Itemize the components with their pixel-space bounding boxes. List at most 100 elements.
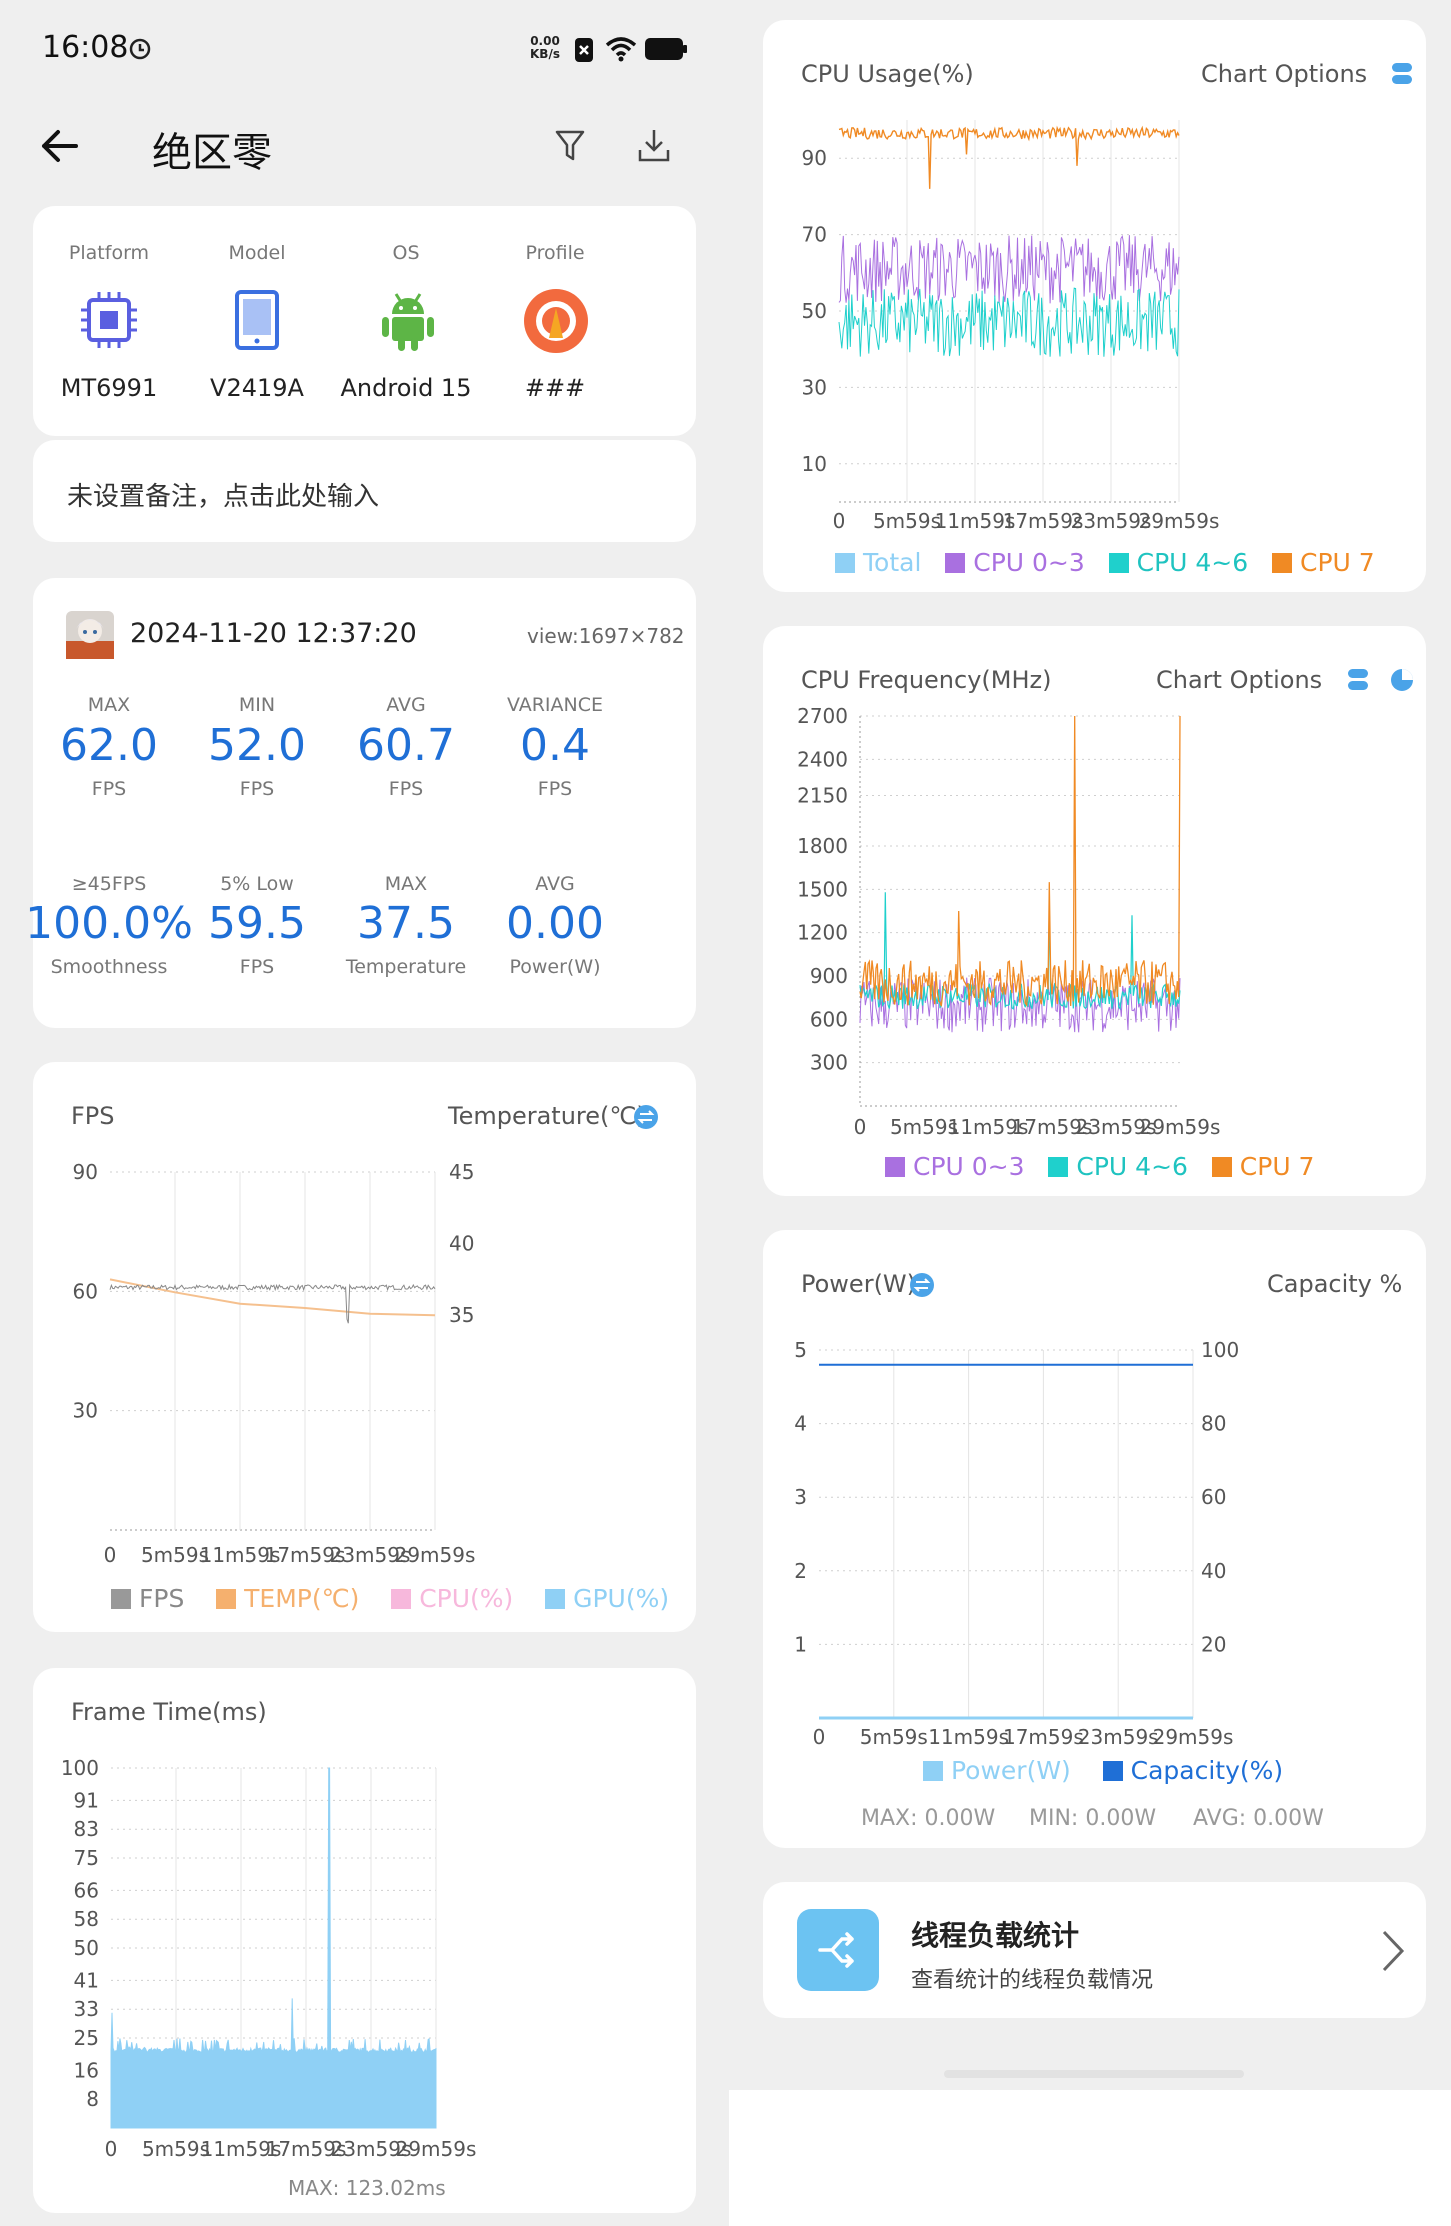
ft-y-tick: 83 xyxy=(74,1817,99,1841)
cpu03-series-line xyxy=(838,234,1180,304)
ft-x-tick: 5m59s xyxy=(142,2137,210,2161)
stat-avg-unit: FPS xyxy=(388,778,424,800)
chart-options-icon[interactable] xyxy=(1391,62,1413,86)
stat-variance-value: 0.4 xyxy=(520,720,590,771)
shuffle-icon xyxy=(818,1932,854,1968)
cpu-freq-card: CPU Frequency(MHz) Chart Options 2700 240… xyxy=(763,626,1426,1196)
cpuf-y-tick: 1200 xyxy=(797,921,848,945)
capacity-y-tick: 20 xyxy=(1201,1632,1226,1656)
legend-total[interactable]: Total xyxy=(835,548,921,577)
status-time: 16:08 xyxy=(42,30,129,65)
back-arrow-icon[interactable] xyxy=(40,128,80,164)
power-avg: AVG: 0.00W xyxy=(1193,1806,1324,1831)
model-value: V2419A xyxy=(210,374,304,402)
fps-series-line xyxy=(109,1283,436,1324)
cpuf-x-tick: 29m59s xyxy=(1140,1115,1221,1139)
stat-max-unit: FPS xyxy=(91,778,127,800)
thread-load-subtitle: 查看统计的线程负载情况 xyxy=(911,1968,1154,1993)
swap-axis-icon[interactable] xyxy=(909,1272,935,1298)
frametime-max: MAX: 123.02ms xyxy=(288,2176,446,2200)
capacity-y-tick: 40 xyxy=(1201,1559,1226,1583)
game-avatar-icon xyxy=(66,611,114,659)
cpuf-y-tick: 1800 xyxy=(797,834,848,858)
legend-cpu46[interactable]: CPU 4~6 xyxy=(1108,548,1248,577)
chart-options-icon[interactable] xyxy=(1347,668,1369,692)
pw-x-tick: 29m59s xyxy=(1153,1725,1234,1749)
stat-power-label: AVG xyxy=(535,873,575,895)
legend-freq-cpu03[interactable]: CPU 0~3 xyxy=(885,1152,1025,1181)
pw-x-tick: 5m59s xyxy=(860,1725,928,1749)
legend-gpu-label: GPU(%) xyxy=(573,1584,670,1613)
cpuu-x-tick: 11m59s xyxy=(935,509,1016,533)
legend-freq-cpu7[interactable]: CPU 7 xyxy=(1211,1152,1314,1181)
cpuu-y-tick: 70 xyxy=(802,223,827,247)
fps-y-tick: 90 xyxy=(73,1160,98,1184)
capacity-y-tick: 100 xyxy=(1201,1338,1239,1362)
cpuf-y-tick: 600 xyxy=(810,1007,848,1031)
pw-y-tick: 4 xyxy=(794,1412,807,1436)
ft-y-tick: 33 xyxy=(74,1997,99,2021)
page-title: 绝区零 xyxy=(152,130,272,176)
legend-capacity[interactable]: Capacity(%) xyxy=(1102,1756,1284,1785)
pw-x-tick: 11m59s xyxy=(928,1725,1009,1749)
cpuf-y-tick: 2400 xyxy=(797,747,848,771)
temp-axis-title: Temperature(℃) xyxy=(448,1102,646,1130)
legend-capacity-label: Capacity(%) xyxy=(1130,1756,1284,1785)
filter-icon[interactable] xyxy=(555,130,585,162)
temp-y-tick: 40 xyxy=(449,1232,474,1256)
freq-cpu7-series-line xyxy=(859,715,1181,1008)
legend-gpu[interactable]: GPU(%) xyxy=(545,1584,669,1613)
note-card[interactable]: 未设置备注，点击此处输入 xyxy=(33,440,696,542)
pie-chart-icon[interactable] xyxy=(1390,668,1414,692)
fps-legend: FPS TEMP(℃) CPU(%) GPU(%) xyxy=(111,1584,669,1613)
frametime-chart-plot: 100 91 83 75 66 58 50 41 33 25 16 8 0 5m59s11m59s17m5… xyxy=(61,1756,477,2161)
profile-value: ### xyxy=(524,374,586,402)
note-input[interactable]: 未设置备注，点击此处输入 xyxy=(67,482,380,512)
capacity-y-tick: 60 xyxy=(1201,1485,1226,1509)
frametime-chart-card: Frame Time(ms) 100 91 83 75 66 58 50 41 33 25 16 8 0… xyxy=(33,1668,696,2213)
cpu-usage-options[interactable]: Chart Options xyxy=(1201,60,1368,88)
fps-x-tick: 5m59s xyxy=(141,1543,209,1567)
legend-cpu[interactable]: CPU(%) xyxy=(391,1584,513,1613)
cpuu-x-tick: 0 xyxy=(833,509,846,533)
stat-power-value: 0.00 xyxy=(506,898,604,949)
cpuu-y-tick: 10 xyxy=(802,452,827,476)
pw-x-tick: 17m59s xyxy=(1003,1725,1084,1749)
phone-icon xyxy=(235,290,279,350)
ft-y-tick: 8 xyxy=(86,2087,99,2111)
cpuu-x-tick: 17m59s xyxy=(1003,509,1084,533)
legend-temp[interactable]: TEMP(℃) xyxy=(216,1584,359,1613)
stat-min-label: MIN xyxy=(238,694,276,716)
net-speed-value: 0.00 xyxy=(530,34,560,48)
home-indicator[interactable] xyxy=(944,2070,1244,2078)
swap-axis-icon[interactable] xyxy=(633,1104,659,1130)
fps-x-tick: 29m59s xyxy=(395,1543,476,1567)
thread-load-card[interactable]: 线程负载统计 查看统计的线程负载情况 xyxy=(763,1882,1426,2018)
legend-cpu03[interactable]: CPU 0~3 xyxy=(945,548,1085,577)
ft-y-tick: 100 xyxy=(61,1756,99,1780)
chevron-right-icon[interactable] xyxy=(1380,1928,1406,1974)
pw-y-tick: 5 xyxy=(794,1338,807,1362)
legend-cpu7[interactable]: CPU 7 xyxy=(1272,548,1375,577)
notification-icon xyxy=(575,38,593,62)
ft-x-tick: 17m59s xyxy=(266,2137,347,2161)
cpu-freq-options[interactable]: Chart Options xyxy=(1156,666,1323,694)
legend-cpu03-label: CPU 0~3 xyxy=(973,548,1085,577)
cpu-usage-card: CPU Usage(%) Chart Options 90 70 50 30 10 0 5m… xyxy=(763,20,1426,592)
legend-fps[interactable]: FPS xyxy=(111,1584,184,1613)
legend-power-label: Power(W) xyxy=(951,1756,1071,1785)
cpuf-y-tick: 2700 xyxy=(797,704,848,728)
stat-max-value: 62.0 xyxy=(60,720,158,771)
thread-load-title: 线程负载统计 xyxy=(911,1919,1080,1952)
legend-freq-cpu46[interactable]: CPU 4~6 xyxy=(1048,1152,1188,1181)
download-icon[interactable] xyxy=(638,128,670,162)
legend-power[interactable]: Power(W) xyxy=(923,1756,1071,1785)
ft-y-tick: 25 xyxy=(74,2026,99,2050)
right-panel: CPU Usage(%) Chart Options 90 70 50 30 10 0 5m… xyxy=(729,0,1451,2226)
fps-x-tick: 17m59s xyxy=(265,1543,346,1567)
cpuf-x-tick: 11m59s xyxy=(948,1115,1029,1139)
fps-x-tick: 23m59s xyxy=(330,1543,411,1567)
ft-y-tick: 58 xyxy=(74,1907,99,1931)
